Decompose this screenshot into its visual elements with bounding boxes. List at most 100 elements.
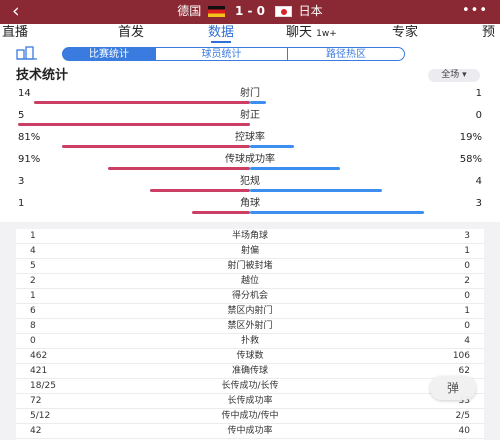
tab-lineup[interactable]: 首发 [118, 25, 145, 40]
home-value: 4 [30, 246, 36, 256]
away-value: 4 [464, 336, 470, 346]
scope-value: 全场 [441, 70, 460, 80]
away-bar [250, 167, 340, 170]
home-bar [108, 167, 250, 170]
table-row: 5 射门被封堵 0 [16, 259, 484, 274]
chat-count-badge: 1w+ [316, 29, 337, 39]
table-row: 18/25 长传成功/长传 [16, 379, 484, 394]
home-team-name: 德国 [177, 4, 202, 18]
stat-label: 禁区内射门 [227, 306, 273, 316]
home-value: 5/12 [30, 411, 51, 421]
match-score: 1 - 0 [234, 4, 266, 18]
stats-compare-icon[interactable] [16, 46, 38, 60]
home-value: 81% [18, 132, 41, 143]
table-row: 6 禁区内射门 1 [16, 304, 484, 319]
tab-experts[interactable]: 专家 [392, 25, 419, 40]
away-bar [250, 101, 266, 104]
stat-label: 扑救 [240, 336, 259, 346]
stat-label: 越位 [240, 276, 259, 286]
away-value: 3 [464, 231, 470, 241]
home-value: 8 [30, 321, 36, 331]
japan-flag-icon [274, 6, 292, 17]
subtab-match-stats[interactable]: 比赛统计 [62, 47, 156, 61]
tab-chat-label: 聊天 [286, 25, 313, 40]
back-icon[interactable]: ‹ [12, 0, 20, 22]
stat-label: 传球数 [236, 351, 264, 361]
match-header: ‹ 德国 1 - 0 日本 ••• [0, 0, 500, 24]
home-bar [62, 145, 250, 148]
home-bar [192, 211, 250, 214]
home-value: 91% [18, 154, 41, 165]
away-bar [250, 211, 424, 214]
stat-label: 传球成功率 [225, 154, 275, 165]
home-bar [18, 123, 250, 126]
stat-label: 半场角球 [231, 231, 268, 241]
home-value: 6 [30, 306, 36, 316]
home-value: 3 [18, 176, 25, 187]
stat-label: 角球 [240, 198, 260, 209]
more-options-icon[interactable]: ••• [461, 3, 488, 18]
table-row: 4 射偏 1 [16, 244, 484, 259]
away-value: 0 [464, 321, 470, 331]
table-row: 8 禁区外射门 0 [16, 319, 484, 334]
table-row: 1 半场角球 3 [16, 229, 484, 244]
tab-data[interactable]: 数据 [208, 25, 235, 40]
away-value: 106 [452, 351, 470, 361]
away-team-name: 日本 [298, 4, 323, 18]
home-value: 421 [30, 366, 48, 376]
detail-stats-table: 1 半场角球 3 4 射偏 1 5 射门被封堵 0 2 越位 2 1 得分机会 0 6 禁区内射门 1 8 禁区外射门… [16, 229, 484, 440]
home-value: 0 [30, 336, 36, 346]
away-value: 33 [458, 396, 470, 406]
table-row: 421 准确传球 62 [16, 364, 484, 379]
section-header: 技术统计 全场 ▾ [0, 64, 500, 86]
danmu-button[interactable]: 弹 [430, 376, 476, 400]
home-value: 5 [18, 110, 25, 121]
comparison-row: 81% 控球率 19% [0, 130, 500, 152]
stat-label: 得分机会 [231, 291, 268, 301]
sub-tabs: 比赛统计 球员统计 路径热区 [0, 44, 500, 64]
stat-label: 长传成功率 [227, 396, 273, 406]
section-title: 技术统计 [16, 68, 69, 83]
main-nav-tabs: 直播 首发 数据 聊天 1w+ 专家 预 [0, 24, 500, 44]
away-value: 2 [464, 276, 470, 286]
table-row: 462 传球数 106 [16, 349, 484, 364]
stat-label: 传中成功/传中 [221, 411, 279, 421]
away-value: 0 [464, 261, 470, 271]
chevron-down-icon: ▾ [462, 70, 467, 80]
comparison-row: 1 角球 3 [0, 196, 500, 218]
home-bar [34, 101, 250, 104]
away-value: 19% [459, 132, 482, 143]
stat-label: 控球率 [235, 132, 265, 143]
home-value: 18/25 [30, 381, 56, 391]
tab-chat[interactable]: 聊天 1w+ [286, 24, 337, 43]
away-value: 1 [464, 246, 470, 256]
home-value: 1 [30, 231, 36, 241]
home-value: 2 [30, 276, 36, 286]
away-bar [250, 189, 382, 192]
away-value: 1 [464, 306, 470, 316]
stat-label: 射门 [240, 88, 260, 99]
stat-label: 犯规 [240, 176, 260, 187]
stat-label: 传中成功率 [227, 426, 273, 436]
home-value: 42 [30, 426, 42, 436]
comparison-stats: 14 射门 1 5 射正 0 81% 控球率 19% 91% 传球成功率 58% 3 犯规 4 1 角球 3 [0, 86, 500, 222]
scope-dropdown[interactable]: 全场 ▾ [428, 69, 480, 82]
comparison-row: 14 射门 1 [0, 86, 500, 108]
home-value: 72 [30, 396, 42, 406]
stat-label: 射正 [240, 110, 260, 121]
subtab-heat-map[interactable]: 路径热区 [287, 47, 405, 61]
away-value: 1 [475, 88, 482, 99]
table-row: 72 长传成功率 33 [16, 394, 484, 409]
match-title: 德国 1 - 0 日本 [0, 4, 500, 19]
table-row: 5/12 传中成功/传中 2/5 [16, 409, 484, 424]
subtab-player-stats[interactable]: 球员统计 [155, 47, 288, 61]
stat-label: 射门被封堵 [227, 261, 273, 271]
home-bar [150, 189, 250, 192]
germany-flag-icon [208, 6, 226, 17]
stat-label: 射偏 [240, 246, 259, 256]
tab-live[interactable]: 直播 [2, 25, 29, 40]
away-value: 2/5 [455, 411, 470, 421]
table-row: 1 得分机会 0 [16, 289, 484, 304]
tab-prediction[interactable]: 预 [482, 25, 496, 40]
